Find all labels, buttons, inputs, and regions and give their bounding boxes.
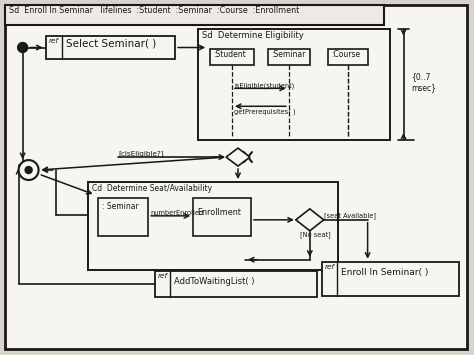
Polygon shape (296, 209, 324, 231)
Text: [clsEligible?]: [clsEligible?] (118, 150, 164, 157)
Bar (46, 36, 175, 60)
Text: numberEnrolled: numberEnrolled (150, 210, 203, 216)
Text: Sd  Determine Eligibility: Sd Determine Eligibility (202, 31, 304, 39)
Circle shape (18, 160, 38, 180)
Bar (193, 198, 251, 236)
Text: Select Seminar( ): Select Seminar( ) (65, 39, 156, 49)
Text: Cd  Determine Seat/Availability: Cd Determine Seat/Availability (92, 184, 212, 193)
Text: :Seminar: :Seminar (271, 50, 305, 60)
Bar (322, 262, 459, 295)
FancyArrowPatch shape (43, 157, 223, 171)
Bar (210, 49, 254, 65)
Circle shape (18, 43, 27, 53)
Text: :Course: :Course (331, 50, 360, 60)
Text: ref: ref (48, 38, 59, 44)
Text: {0..7
msec}: {0..7 msec} (411, 72, 437, 92)
Text: ref: ref (158, 273, 168, 279)
Text: getPrerequisites( ): getPrerequisites( ) (234, 108, 296, 115)
Circle shape (25, 166, 32, 174)
Text: AddToWaitingList( ): AddToWaitingList( ) (174, 277, 255, 286)
Bar (268, 49, 310, 65)
Polygon shape (226, 148, 250, 166)
Text: Enroll In Seminar( ): Enroll In Seminar( ) (341, 268, 428, 277)
Text: isEligible(student): isEligible(student) (234, 82, 294, 89)
Text: [seat Available]: [seat Available] (324, 212, 376, 219)
Bar (328, 49, 368, 65)
Text: :Student: :Student (213, 50, 246, 60)
Text: Enrollment: Enrollment (197, 208, 241, 217)
Text: Sd  Enroll In Seminar   lifelines  :Student  :Seminar  :Course  :Enrollment: Sd Enroll In Seminar lifelines :Student … (9, 6, 299, 15)
Bar (5, 5, 383, 24)
Bar (155, 271, 317, 296)
Text: [No seat]: [No seat] (300, 231, 330, 237)
Bar (99, 198, 148, 236)
Text: : Seminar: : Seminar (102, 202, 139, 211)
Text: ref: ref (325, 264, 335, 270)
Bar (89, 182, 337, 270)
Bar (198, 29, 390, 140)
